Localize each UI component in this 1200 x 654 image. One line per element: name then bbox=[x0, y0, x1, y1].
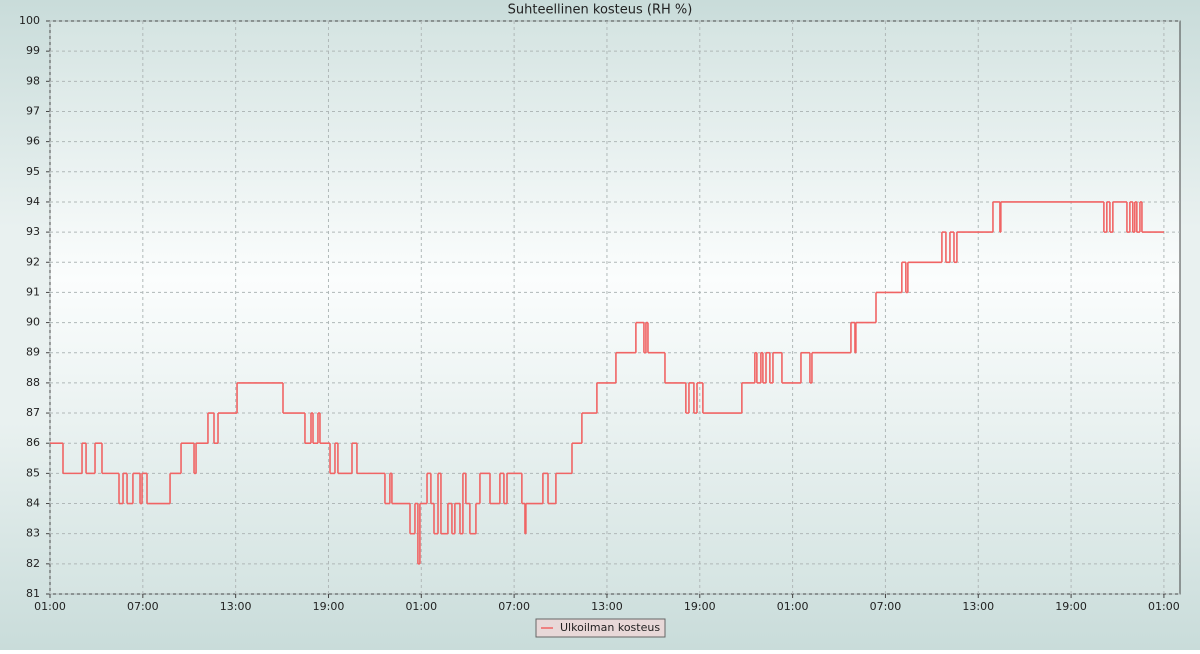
y-tick-label: 88 bbox=[26, 376, 40, 389]
y-tick-label: 100 bbox=[19, 14, 40, 27]
y-tick-label: 93 bbox=[26, 225, 40, 238]
x-tick-label: 07:00 bbox=[498, 600, 530, 613]
plot-area bbox=[49, 20, 1181, 595]
x-tick-label: 19:00 bbox=[313, 600, 345, 613]
x-tick-label: 07:00 bbox=[870, 600, 902, 613]
y-tick-label: 95 bbox=[26, 165, 40, 178]
y-tick-label: 86 bbox=[26, 436, 40, 449]
x-tick-label: 19:00 bbox=[1055, 600, 1087, 613]
y-tick-label: 83 bbox=[26, 527, 40, 540]
legend: Ulkoilman kosteus bbox=[535, 618, 666, 638]
y-tick-label: 91 bbox=[26, 285, 40, 298]
y-tick-label: 89 bbox=[26, 346, 40, 359]
y-tick-label: 82 bbox=[26, 557, 40, 570]
chart-title: Suhteellinen kosteus (RH %) bbox=[508, 3, 693, 18]
y-tick-label: 96 bbox=[26, 135, 40, 148]
legend-box bbox=[535, 618, 666, 638]
x-tick-label: 01:00 bbox=[777, 600, 809, 613]
y-tick-label: 99 bbox=[26, 44, 40, 57]
x-tick-label: 13:00 bbox=[591, 600, 623, 613]
y-tick-label: 84 bbox=[26, 497, 40, 510]
y-tick-label: 94 bbox=[26, 195, 40, 208]
x-tick-label: 13:00 bbox=[220, 600, 252, 613]
y-tick-label: 92 bbox=[26, 255, 40, 268]
x-tick-label: 01:00 bbox=[405, 600, 437, 613]
x-tick-label: 01:00 bbox=[34, 600, 66, 613]
x-tick-label: 13:00 bbox=[962, 600, 994, 613]
y-tick-label: 87 bbox=[26, 406, 40, 419]
legend-label: Ulkoilman kosteus bbox=[560, 621, 660, 634]
x-tick-label: 19:00 bbox=[684, 600, 716, 613]
x-tick-label: 07:00 bbox=[127, 600, 159, 613]
y-tick-label: 97 bbox=[26, 104, 40, 117]
y-tick-label: 98 bbox=[26, 74, 40, 87]
x-tick-label: 01:00 bbox=[1148, 600, 1180, 613]
y-tick-label: 81 bbox=[26, 587, 40, 600]
y-tick-label: 90 bbox=[26, 316, 40, 329]
y-tick-label: 85 bbox=[26, 466, 40, 479]
